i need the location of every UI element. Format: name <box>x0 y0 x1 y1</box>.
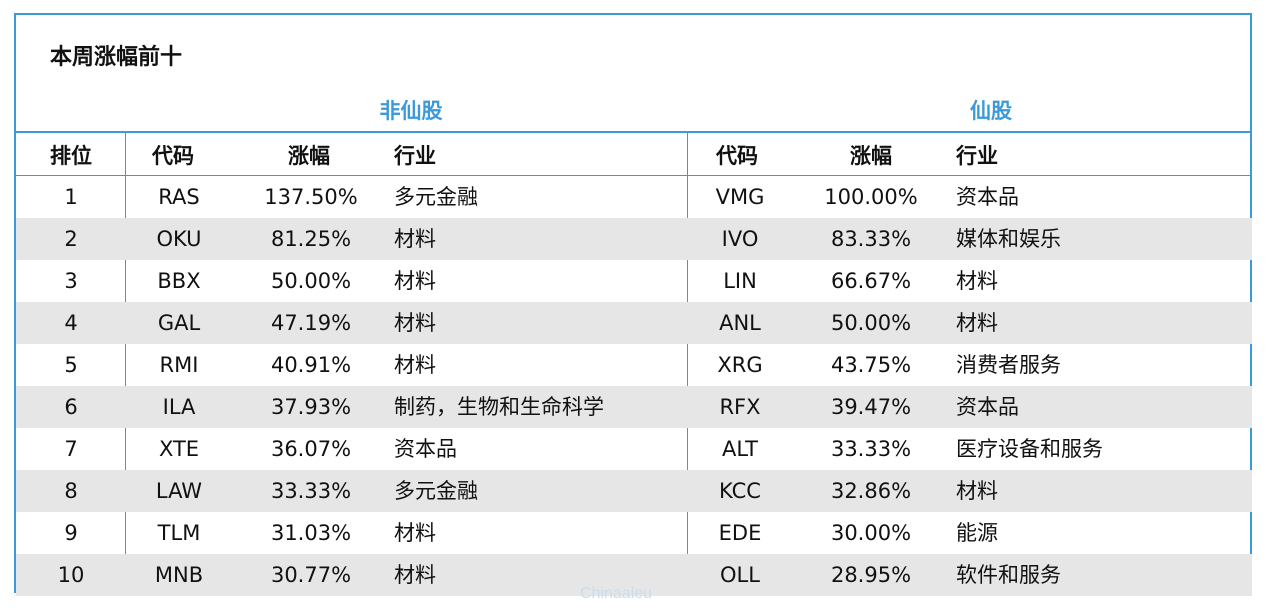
penny-industry-cell: 能源 <box>956 521 998 545</box>
column-header-divider <box>16 175 1252 176</box>
table-body: 1 RAS 137.50% 多元金融 VMG 100.00% 资本品 2 OKU… <box>16 176 1252 596</box>
table-frame: 本周涨幅前十 非仙股 仙股 排位 代码 涨幅 行业 代码 涨幅 行业 1 RAS… <box>14 13 1252 596</box>
table-row: 9 TLM 31.03% 材料 EDE 30.00% 能源 <box>16 512 1252 554</box>
rank-cell: 8 <box>64 479 78 503</box>
penny-code-cell: IVO <box>721 227 759 251</box>
group-header-penny: 仙股 <box>970 99 1012 123</box>
code-cell: RMI <box>159 353 199 377</box>
header-industry: 行业 <box>394 144 436 168</box>
rank-cell: 6 <box>64 395 78 419</box>
industry-cell: 材料 <box>394 563 436 587</box>
industry-cell: 材料 <box>394 227 436 251</box>
gain-cell: 47.19% <box>270 311 352 335</box>
code-cell: BBX <box>157 269 201 293</box>
rank-cell: 5 <box>64 353 78 377</box>
gain-cell: 33.33% <box>270 479 352 503</box>
table-row: 6 ILA 37.93% 制药，生物和生命科学 RFX 39.47% 资本品 <box>16 386 1252 428</box>
rank-cell: 3 <box>64 269 78 293</box>
header-industry-penny: 行业 <box>956 144 998 168</box>
penny-industry-cell: 资本品 <box>956 185 1019 209</box>
penny-industry-cell: 材料 <box>956 479 998 503</box>
table-title: 本周涨幅前十 <box>50 45 183 70</box>
header-gain-penny: 涨幅 <box>850 144 892 168</box>
group-header-non-penny: 非仙股 <box>379 99 443 123</box>
penny-industry-cell: 媒体和娱乐 <box>956 227 1061 251</box>
table-row: 2 OKU 81.25% 材料 IVO 83.33% 媒体和娱乐 <box>16 218 1252 260</box>
penny-code-cell: RFX <box>719 395 761 419</box>
penny-gain-cell: 100.00% <box>824 185 918 209</box>
penny-gain-cell: 83.33% <box>830 227 912 251</box>
code-cell: RAS <box>158 185 200 209</box>
industry-cell: 制药，生物和生命科学 <box>394 395 604 419</box>
penny-code-cell: ANL <box>719 311 761 335</box>
penny-industry-cell: 资本品 <box>956 395 1019 419</box>
table-row: 7 XTE 36.07% 资本品 ALT 33.33% 医疗设备和服务 <box>16 428 1252 470</box>
penny-code-cell: VMG <box>715 185 765 209</box>
gain-cell: 40.91% <box>270 353 352 377</box>
gain-cell: 37.93% <box>270 395 352 419</box>
penny-industry-cell: 医疗设备和服务 <box>956 437 1103 461</box>
rank-column-divider <box>125 132 126 593</box>
penny-gain-cell: 43.75% <box>830 353 912 377</box>
watermark: Chinaaleu <box>580 585 653 602</box>
gain-cell: 50.00% <box>270 269 352 293</box>
penny-industry-cell: 消费者服务 <box>956 353 1061 377</box>
table-row: 8 LAW 33.33% 多元金融 KCC 32.86% 材料 <box>16 470 1252 512</box>
gain-cell: 36.07% <box>270 437 352 461</box>
code-cell: LAW <box>155 479 203 503</box>
group-header-divider <box>16 131 1252 133</box>
penny-code-cell: ALT <box>721 437 758 461</box>
penny-industry-cell: 材料 <box>956 269 998 293</box>
penny-gain-cell: 39.47% <box>830 395 912 419</box>
rank-cell: 7 <box>64 437 78 461</box>
penny-gain-cell: 33.33% <box>830 437 912 461</box>
penny-industry-cell: 材料 <box>956 311 998 335</box>
group-divider <box>687 132 688 593</box>
rank-cell: 10 <box>57 563 85 587</box>
code-cell: MNB <box>154 563 204 587</box>
header-code: 代码 <box>152 144 194 168</box>
gain-cell: 81.25% <box>270 227 352 251</box>
penny-gain-cell: 32.86% <box>830 479 912 503</box>
penny-code-cell: XRG <box>717 353 763 377</box>
penny-code-cell: LIN <box>723 269 757 293</box>
rank-cell: 2 <box>64 227 78 251</box>
table-row: 1 RAS 137.50% 多元金融 VMG 100.00% 资本品 <box>16 176 1252 218</box>
penny-gain-cell: 50.00% <box>830 311 912 335</box>
header-code-penny: 代码 <box>716 144 758 168</box>
rank-cell: 1 <box>64 185 78 209</box>
table-row: 3 BBX 50.00% 材料 LIN 66.67% 材料 <box>16 260 1252 302</box>
table-row: 5 RMI 40.91% 材料 XRG 43.75% 消费者服务 <box>16 344 1252 386</box>
penny-gain-cell: 66.67% <box>830 269 912 293</box>
industry-cell: 材料 <box>394 269 436 293</box>
industry-cell: 材料 <box>394 311 436 335</box>
gain-cell: 137.50% <box>264 185 358 209</box>
table-row: 4 GAL 47.19% 材料 ANL 50.00% 材料 <box>16 302 1252 344</box>
penny-code-cell: EDE <box>718 521 762 545</box>
penny-code-cell: KCC <box>719 479 761 503</box>
header-gain: 涨幅 <box>288 144 330 168</box>
table-row: 10 MNB 30.77% 材料 OLL 28.95% 软件和服务 <box>16 554 1252 596</box>
code-cell: XTE <box>158 437 200 461</box>
industry-cell: 多元金融 <box>394 185 478 209</box>
rank-cell: 9 <box>64 521 78 545</box>
rank-cell: 4 <box>64 311 78 335</box>
penny-gain-cell: 28.95% <box>830 563 912 587</box>
industry-cell: 多元金融 <box>394 479 478 503</box>
penny-industry-cell: 软件和服务 <box>956 563 1061 587</box>
gain-cell: 30.77% <box>270 563 352 587</box>
code-cell: OKU <box>156 227 202 251</box>
industry-cell: 资本品 <box>394 437 457 461</box>
penny-code-cell: OLL <box>720 563 760 587</box>
code-cell: ILA <box>162 395 196 419</box>
industry-cell: 材料 <box>394 353 436 377</box>
gain-cell: 31.03% <box>270 521 352 545</box>
header-rank: 排位 <box>50 144 92 168</box>
code-cell: GAL <box>157 311 201 335</box>
code-cell: TLM <box>157 521 201 545</box>
penny-gain-cell: 30.00% <box>830 521 912 545</box>
industry-cell: 材料 <box>394 521 436 545</box>
